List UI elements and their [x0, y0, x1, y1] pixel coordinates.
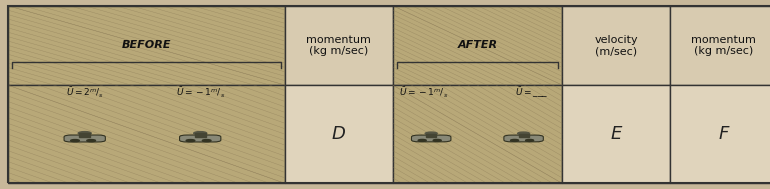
- Bar: [195, 133, 206, 137]
- Bar: [8, 85, 285, 183]
- Text: E: E: [611, 125, 621, 143]
- Text: $\bar{U}=-1^{m}/_s$: $\bar{U}=-1^{m}/_s$: [399, 85, 448, 100]
- Text: F: F: [718, 125, 729, 143]
- Text: AFTER: AFTER: [457, 40, 497, 50]
- FancyBboxPatch shape: [411, 135, 451, 142]
- Circle shape: [434, 139, 441, 141]
- Text: $\bar{U}=-1^{m}/_s$: $\bar{U}=-1^{m}/_s$: [176, 85, 225, 100]
- Circle shape: [517, 132, 530, 135]
- Text: momentum
(kg m/sec): momentum (kg m/sec): [306, 35, 371, 56]
- Circle shape: [79, 132, 91, 135]
- Bar: [79, 133, 90, 137]
- Bar: [427, 134, 437, 137]
- Text: velocity
(m/sec): velocity (m/sec): [594, 35, 638, 56]
- Bar: [8, 6, 285, 85]
- Circle shape: [425, 132, 437, 135]
- Circle shape: [186, 139, 195, 142]
- Text: BEFORE: BEFORE: [122, 40, 171, 50]
- FancyBboxPatch shape: [504, 135, 544, 142]
- Circle shape: [511, 139, 518, 141]
- Bar: [285, 6, 393, 85]
- Text: D: D: [332, 125, 346, 143]
- Circle shape: [194, 132, 206, 135]
- Bar: [393, 6, 562, 85]
- Circle shape: [418, 139, 427, 141]
- Circle shape: [87, 139, 95, 142]
- Bar: [670, 85, 770, 183]
- Circle shape: [71, 139, 79, 142]
- Circle shape: [526, 139, 534, 141]
- Text: momentum
(kg m/sec): momentum (kg m/sec): [691, 35, 756, 56]
- Bar: [670, 6, 770, 85]
- FancyBboxPatch shape: [179, 135, 221, 142]
- Bar: [285, 85, 393, 183]
- Bar: [562, 85, 670, 183]
- Bar: [519, 134, 528, 137]
- FancyBboxPatch shape: [64, 135, 105, 142]
- Circle shape: [203, 139, 211, 142]
- Text: $\bar{U}=$___: $\bar{U}=$___: [514, 85, 548, 100]
- Text: $\bar{U}=2^{m}/_s$: $\bar{U}=2^{m}/_s$: [65, 85, 104, 100]
- Bar: [393, 85, 562, 183]
- Bar: [562, 6, 670, 85]
